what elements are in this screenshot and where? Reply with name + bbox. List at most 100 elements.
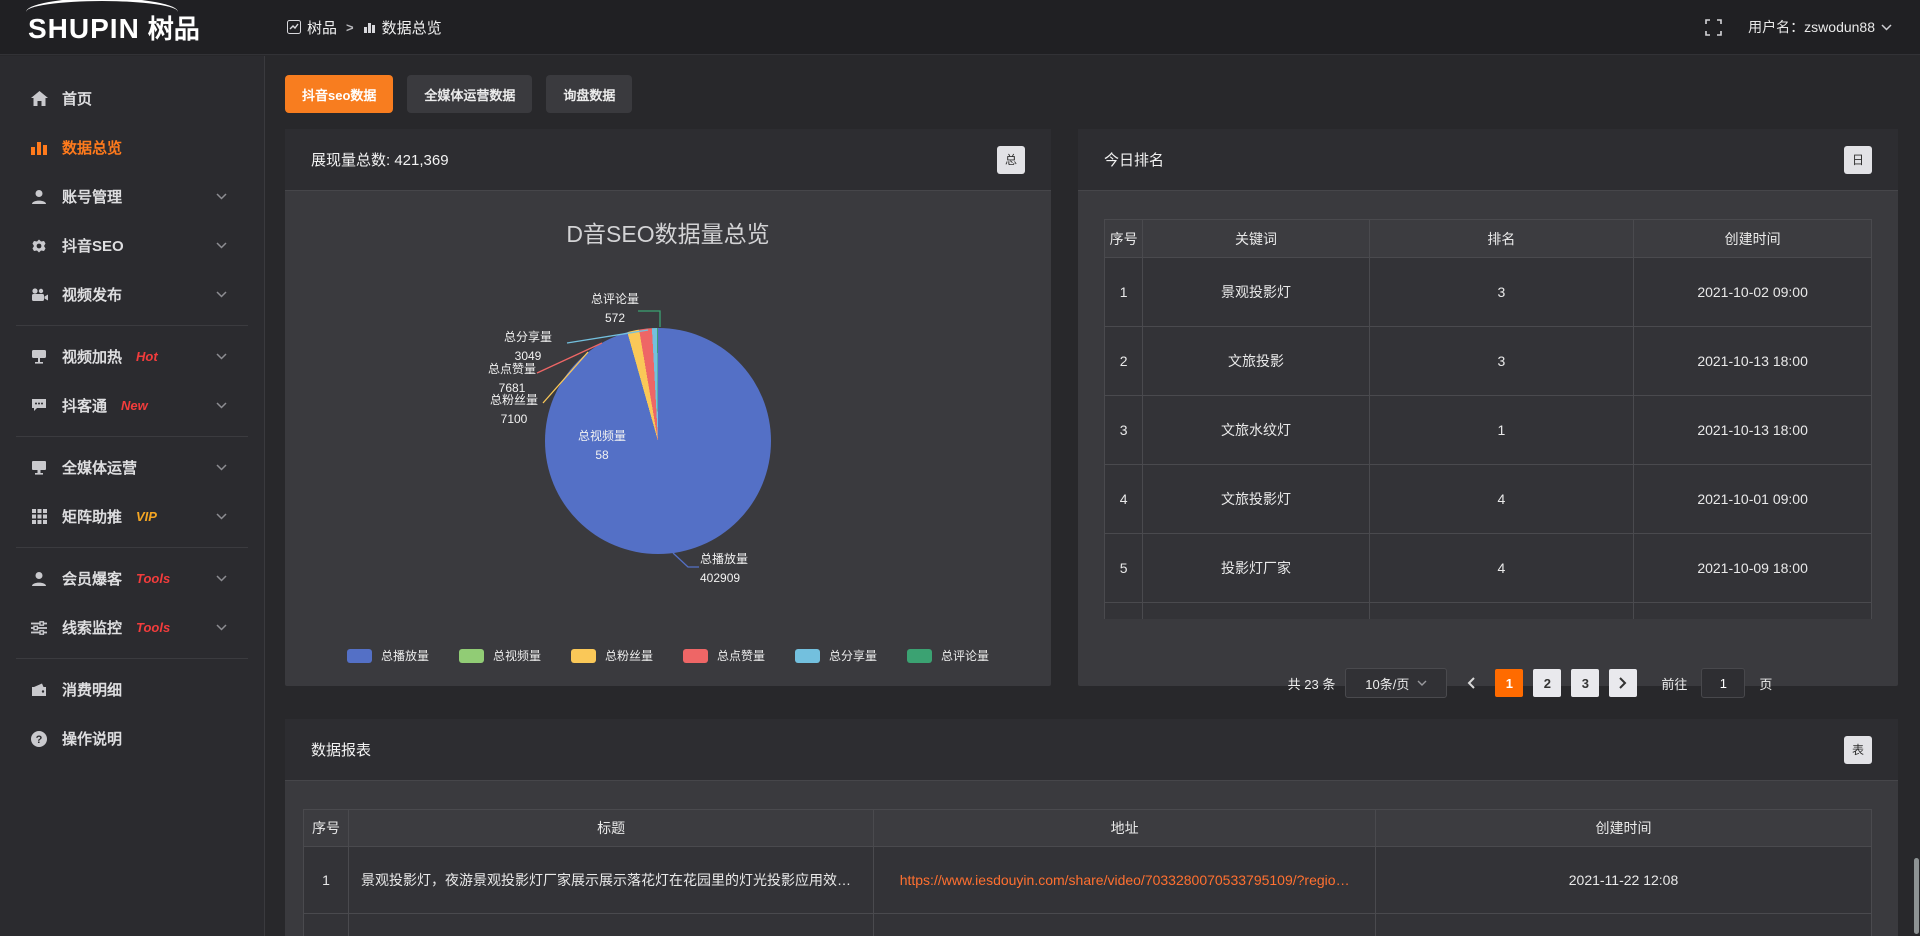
sidebar-item-matrix-boost[interactable]: 矩阵助推 VIP (0, 492, 264, 541)
prev-page-button[interactable] (1457, 669, 1485, 697)
sidebar-item-account[interactable]: 账号管理 (0, 172, 264, 221)
goto-label: 前往 (1661, 676, 1688, 692)
legend-item-shares[interactable]: 总分享量 (795, 647, 877, 664)
table-row-clipped (303, 913, 1872, 936)
breadcrumb-current[interactable]: 数据总览 (363, 17, 442, 38)
sidebar-item-media-operation[interactable]: 全媒体运营 (0, 443, 264, 492)
column-header: 序号 (1104, 219, 1144, 258)
sidebar-item-consumption-detail[interactable]: 消费明细 (0, 665, 264, 714)
sidebar-item-home[interactable]: 首页 (0, 74, 264, 123)
ranking-table: 序号 关键词 排名 创建时间 1 景观投影灯 3 2021-10-02 09:00 2… (1104, 219, 1872, 619)
legend-item-videos[interactable]: 总视频量 (458, 647, 541, 664)
display-icon (30, 460, 48, 475)
page-button-1[interactable]: 1 (1495, 669, 1524, 697)
sidebar-item-instructions[interactable]: ? 操作说明 (0, 714, 264, 763)
report-table: 序号 标题 地址 创建时间 1 景观投影灯，夜游景观投影灯厂家展示展示落花灯在花… (303, 809, 1872, 936)
grid-icon (30, 509, 48, 524)
chevron-down-icon (212, 402, 230, 409)
chevron-down-icon (1417, 680, 1427, 686)
chart-title: D音SEO数据量总览 (566, 221, 770, 247)
legend-item-fans[interactable]: 总粉丝量 (570, 647, 653, 664)
chevron-down-icon (1881, 23, 1892, 31)
video-title-cell: 景观投影灯，夜游景观投影灯厂家展示展示落花灯在花园里的灯光投影应用效果 # (347, 846, 875, 914)
next-page-button[interactable] (1609, 669, 1638, 697)
bar-chart-icon (30, 140, 48, 155)
column-header: 关键词 (1142, 219, 1370, 258)
tab-douyin-seo-data[interactable]: 抖音seo数据 (285, 75, 394, 113)
svg-text:?: ? (36, 734, 43, 746)
page-button-3[interactable]: 3 (1571, 669, 1600, 697)
sidebar-divider (16, 547, 248, 548)
report-title: 数据报表 (311, 742, 372, 759)
video-url-cell: https://www.iesdouyin.com/share/video/70… (873, 846, 1377, 914)
sidebar-divider (16, 658, 248, 659)
legend-item-likes[interactable]: 总点赞量 (683, 647, 765, 664)
bar-chart-icon (363, 21, 376, 34)
legend-item-plays[interactable]: 总播放量 (346, 647, 429, 664)
sidebar-item-douketong[interactable]: 抖客通 New (0, 381, 264, 430)
sidebar-divider (16, 436, 248, 437)
fullscreen-icon[interactable] (1705, 18, 1722, 36)
tools-badge: Tools (136, 571, 171, 586)
sidebar-item-member-burst[interactable]: 会员爆客 Tools (0, 554, 264, 603)
sliders-icon (30, 620, 48, 635)
pie-label-videos: 总视频量 58 (577, 429, 626, 462)
username-dropdown[interactable]: 用户名：zswodun88 (1748, 17, 1892, 37)
top-header: SHUPIN 树品 树品 > 数据总览 用户名：zswodun88 (0, 0, 1920, 55)
total-mode-button[interactable]: 总 (997, 145, 1025, 174)
breadcrumb: 树品 > 数据总览 (287, 17, 442, 38)
table-row: 2 文旅投影 3 2021-10-13 18:00 (1104, 326, 1872, 396)
sidebar-item-data-overview[interactable]: 数据总览 (0, 123, 264, 172)
tools-badge: Tools (136, 620, 171, 635)
member-icon (30, 571, 48, 587)
table-row-clipped (1104, 602, 1872, 619)
ranking-table-wrap: 序号 关键词 排名 创建时间 1 景观投影灯 3 2021-10-02 09:00 2… (1104, 219, 1872, 619)
page-size-select[interactable]: 10条/页 (1345, 668, 1448, 698)
page-button-2[interactable]: 2 (1533, 669, 1562, 697)
table-header-row: 序号 标题 地址 创建时间 (303, 809, 1872, 847)
user-icon (30, 189, 48, 205)
home-icon (30, 90, 48, 107)
breadcrumb-separator: > (346, 19, 354, 35)
pie-label-plays: 总播放量 402909 (700, 552, 749, 585)
legend-item-comments[interactable]: 总评论量 (907, 647, 989, 664)
new-badge: New (121, 398, 148, 413)
hot-badge: Hot (136, 349, 158, 364)
gear-icon (30, 238, 48, 254)
impressions-total: 展现量总数: 421,369 (311, 152, 449, 169)
today-ranking-card: 今日排名 日 序号 关键词 排名 创建时间 (1078, 129, 1898, 698)
chevron-down-icon (212, 291, 230, 298)
legend-swatch (570, 648, 596, 663)
legend-swatch (907, 648, 933, 663)
sidebar-item-lead-monitor[interactable]: 线索监控 Tools (0, 603, 264, 652)
pie-label-likes: 总点赞量 7681 (487, 362, 536, 395)
breadcrumb-root[interactable]: 树品 (287, 17, 337, 38)
pagination: 共 23 条 10条/页 1 2 3 前往 页 (1078, 668, 1898, 698)
logo-arc (26, 0, 178, 12)
pie-label-comments: 总评论量 572 (590, 292, 639, 325)
ranking-body: 序号 关键词 排名 创建时间 1 景观投影灯 3 2021-10-02 09:00 2… (1078, 219, 1898, 714)
video-camera-icon (30, 287, 48, 302)
goto-page-input[interactable] (1701, 668, 1746, 698)
video-link[interactable]: https://www.iesdouyin.com/share/video/70… (899, 872, 1350, 888)
legend-swatch (346, 648, 372, 663)
scrollbar-thumb[interactable] (1914, 858, 1919, 934)
table-mode-button[interactable]: 表 (1844, 735, 1872, 764)
sidebar-item-douyin-seo[interactable]: 抖音SEO (0, 221, 264, 270)
column-header: 创建时间 (1633, 219, 1872, 258)
sidebar-item-video-publish[interactable]: 视频发布 (0, 270, 264, 319)
chevron-down-icon (212, 624, 230, 631)
data-tabs: 抖音seo数据 全媒体运营数据 询盘数据 (285, 75, 633, 113)
day-mode-button[interactable]: 日 (1844, 145, 1872, 174)
data-report-header: 数据报表 表 (285, 719, 1898, 781)
seo-volume-card-header: 展现量总数: 421,369 总 (285, 129, 1051, 191)
heat-monitor-icon (30, 349, 48, 364)
tab-inquiry-data[interactable]: 询盘数据 (546, 75, 633, 113)
table-row: 1 景观投影灯 3 2021-10-02 09:00 (1104, 257, 1872, 327)
legend-swatch (795, 648, 821, 663)
table-row: 4 文旅投影灯 4 2021-10-01 09:00 (1104, 464, 1872, 534)
main-content: 抖音seo数据 全媒体运营数据 询盘数据 展现量总数: 421,369 总 D音… (266, 56, 1920, 936)
chat-icon (30, 398, 48, 413)
tab-media-operation-data[interactable]: 全媒体运营数据 (407, 75, 533, 113)
sidebar-item-video-heat[interactable]: 视频加热 Hot (0, 332, 264, 381)
